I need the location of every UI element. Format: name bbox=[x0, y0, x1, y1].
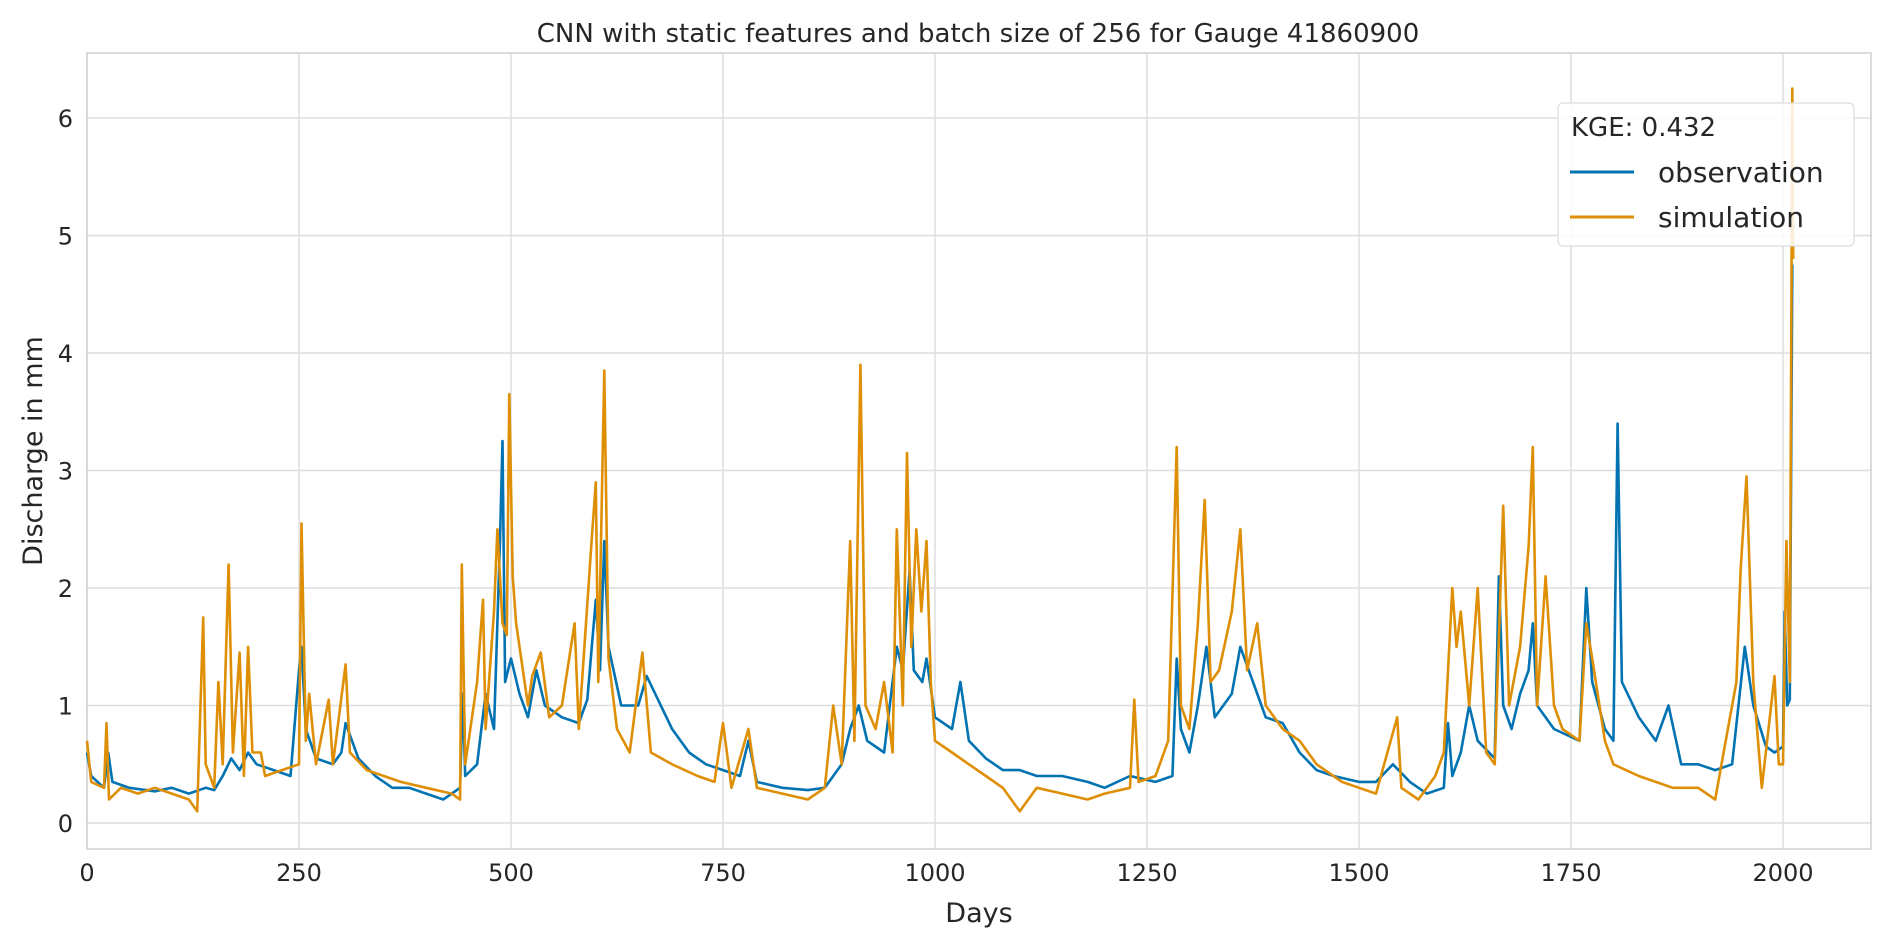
observation-line bbox=[85, 263, 1794, 801]
x-tick-label: 1750 bbox=[1540, 859, 1601, 887]
legend-title: KGE: 0.432 bbox=[1571, 113, 1716, 143]
y-tick-label: 4 bbox=[58, 340, 73, 368]
grid bbox=[86, 53, 1871, 849]
x-tick-label: 1000 bbox=[904, 859, 965, 887]
simulation-line bbox=[85, 87, 1795, 813]
legend-box bbox=[1557, 102, 1855, 247]
series-lines bbox=[85, 87, 1795, 813]
chart-title: CNN with static features and batch size … bbox=[537, 19, 1420, 49]
y-tick-label: 3 bbox=[58, 458, 73, 486]
legend-observation-label: observation bbox=[1658, 156, 1824, 189]
x-tick-label: 500 bbox=[488, 859, 534, 887]
y-tick-label: 5 bbox=[58, 223, 73, 251]
x-tick-label: 1250 bbox=[1116, 859, 1177, 887]
legend-simulation-label: simulation bbox=[1658, 201, 1804, 234]
y-tick-label: 2 bbox=[58, 575, 73, 603]
y-tick-label: 6 bbox=[58, 105, 73, 133]
x-axis-label: Days bbox=[945, 898, 1012, 929]
x-tick-label: 250 bbox=[276, 859, 322, 887]
y-tick-label: 0 bbox=[58, 810, 73, 838]
x-tick-label: 0 bbox=[79, 859, 94, 887]
y-axis-label: Discharge in mm bbox=[18, 336, 49, 566]
x-tick-label: 750 bbox=[700, 859, 746, 887]
tick-labels: 0 250 500 750 1000 1250 1500 1750 2000 0 1 2 3 4 5 6 bbox=[58, 105, 1814, 887]
x-tick-label: 1500 bbox=[1328, 859, 1389, 887]
x-tick-label: 2000 bbox=[1752, 859, 1813, 887]
y-tick-label: 1 bbox=[58, 693, 73, 721]
plot-area-frame bbox=[86, 52, 1872, 850]
legend: KGE: 0.432 observation simulation bbox=[1557, 102, 1855, 247]
